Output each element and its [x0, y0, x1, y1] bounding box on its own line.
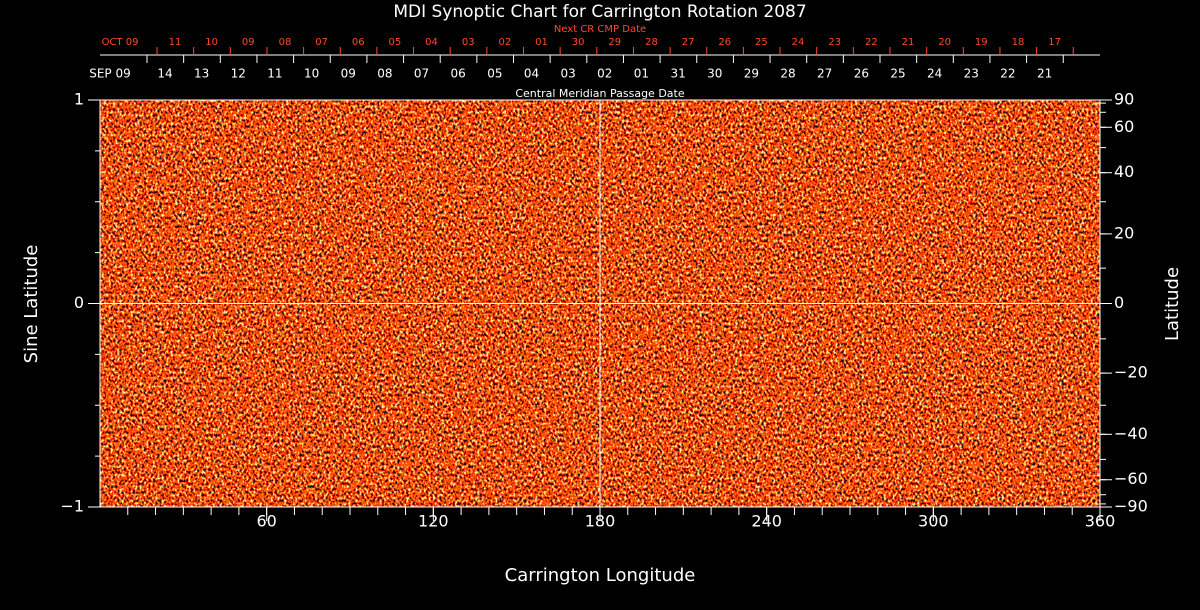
- next-cr-date: 08: [279, 37, 292, 48]
- cmp-date: 30: [707, 67, 722, 81]
- next-cr-date: 02: [498, 37, 511, 48]
- cmp-date: 24: [927, 67, 942, 81]
- next-cr-date: 01: [535, 37, 548, 48]
- cmp-date: 13: [194, 67, 209, 81]
- cmp-date: 22: [1000, 67, 1015, 81]
- cmp-date: 08: [377, 67, 392, 81]
- cmp-date: 27: [817, 67, 832, 81]
- next-cr-date: 26: [718, 37, 731, 48]
- cmp-date: 14: [157, 67, 172, 81]
- next-cr-date: 19: [975, 37, 988, 48]
- x-tick-label: 180: [585, 512, 616, 531]
- cmp-date: 25: [890, 67, 905, 81]
- cmp-date: 09: [341, 67, 356, 81]
- cmp-date: 29: [744, 67, 759, 81]
- cmp-date: 31: [670, 67, 685, 81]
- next-cr-date: 11: [169, 37, 182, 48]
- y2-tick-label: −40: [1114, 424, 1148, 443]
- cmp-date: 28: [780, 67, 795, 81]
- cmp-date: 06: [451, 67, 466, 81]
- cmp-date: 01: [634, 67, 649, 81]
- cmp-date: SEP 09: [89, 67, 131, 81]
- y-tick-label: 0: [74, 293, 84, 312]
- cmp-label: Central Meridian Passage Date: [515, 87, 684, 100]
- next-cr-date: 21: [902, 37, 915, 48]
- x-tick-label: 240: [751, 512, 782, 531]
- next-cr-date: 09: [242, 37, 255, 48]
- next-cr-date: 05: [389, 37, 402, 48]
- y2-tick-label: 20: [1114, 223, 1134, 242]
- next-cr-date: 22: [865, 37, 878, 48]
- cmp-date: 04: [524, 67, 539, 81]
- x-tick-label: 60: [256, 512, 276, 531]
- cmp-date: 07: [414, 67, 429, 81]
- next-cr-date: 07: [315, 37, 328, 48]
- next-cr-date: 23: [828, 37, 841, 48]
- y-tick-label: 1: [74, 90, 84, 109]
- x-axis-label: Carrington Longitude: [505, 565, 696, 586]
- y2-tick-label: −60: [1114, 469, 1148, 488]
- cmp-date: 23: [964, 67, 979, 81]
- next-cr-date: 06: [352, 37, 365, 48]
- x-tick-label: 360: [1085, 512, 1116, 531]
- next-cr-date: 24: [792, 37, 805, 48]
- cmp-date: 11: [267, 67, 282, 81]
- y2-tick-label: −20: [1114, 363, 1148, 382]
- next-cr-label: Next CR CMP Date: [554, 24, 646, 35]
- cmp-date: 26: [854, 67, 869, 81]
- y2-axis-label: Latitude: [1162, 267, 1183, 341]
- next-cr-date: 29: [608, 37, 621, 48]
- y2-tick-label: 0: [1114, 293, 1124, 312]
- next-cr-date: 03: [462, 37, 475, 48]
- chart-title: MDI Synoptic Chart for Carrington Rotati…: [393, 2, 806, 22]
- next-cr-date: 18: [1012, 37, 1025, 48]
- cmp-date: 03: [561, 67, 576, 81]
- next-cr-date: 28: [645, 37, 658, 48]
- cmp-date: 21: [1037, 67, 1052, 81]
- x-tick-label: 120: [418, 512, 449, 531]
- next-cr-date: 25: [755, 37, 768, 48]
- y2-tick-label: −90: [1114, 497, 1148, 516]
- next-cr-date: 04: [425, 37, 438, 48]
- y-tick-label: −1: [60, 497, 84, 516]
- next-cr-date: 30: [572, 37, 585, 48]
- x-tick-label: 300: [918, 512, 949, 531]
- next-cr-date: 27: [682, 37, 695, 48]
- cmp-date: 05: [487, 67, 502, 81]
- next-cr-date: 10: [205, 37, 218, 48]
- next-cr-date: 20: [938, 37, 951, 48]
- cmp-date: 12: [231, 67, 246, 81]
- cmp-date: 10: [304, 67, 319, 81]
- y2-tick-label: 60: [1114, 117, 1134, 136]
- next-cr-date: OCT 09: [102, 37, 139, 48]
- y-axis-label: Sine Latitude: [21, 245, 42, 364]
- y2-tick-label: 90: [1114, 90, 1134, 109]
- next-cr-date: 17: [1048, 37, 1061, 48]
- cmp-date: 02: [597, 67, 612, 81]
- y2-tick-label: 40: [1114, 162, 1134, 181]
